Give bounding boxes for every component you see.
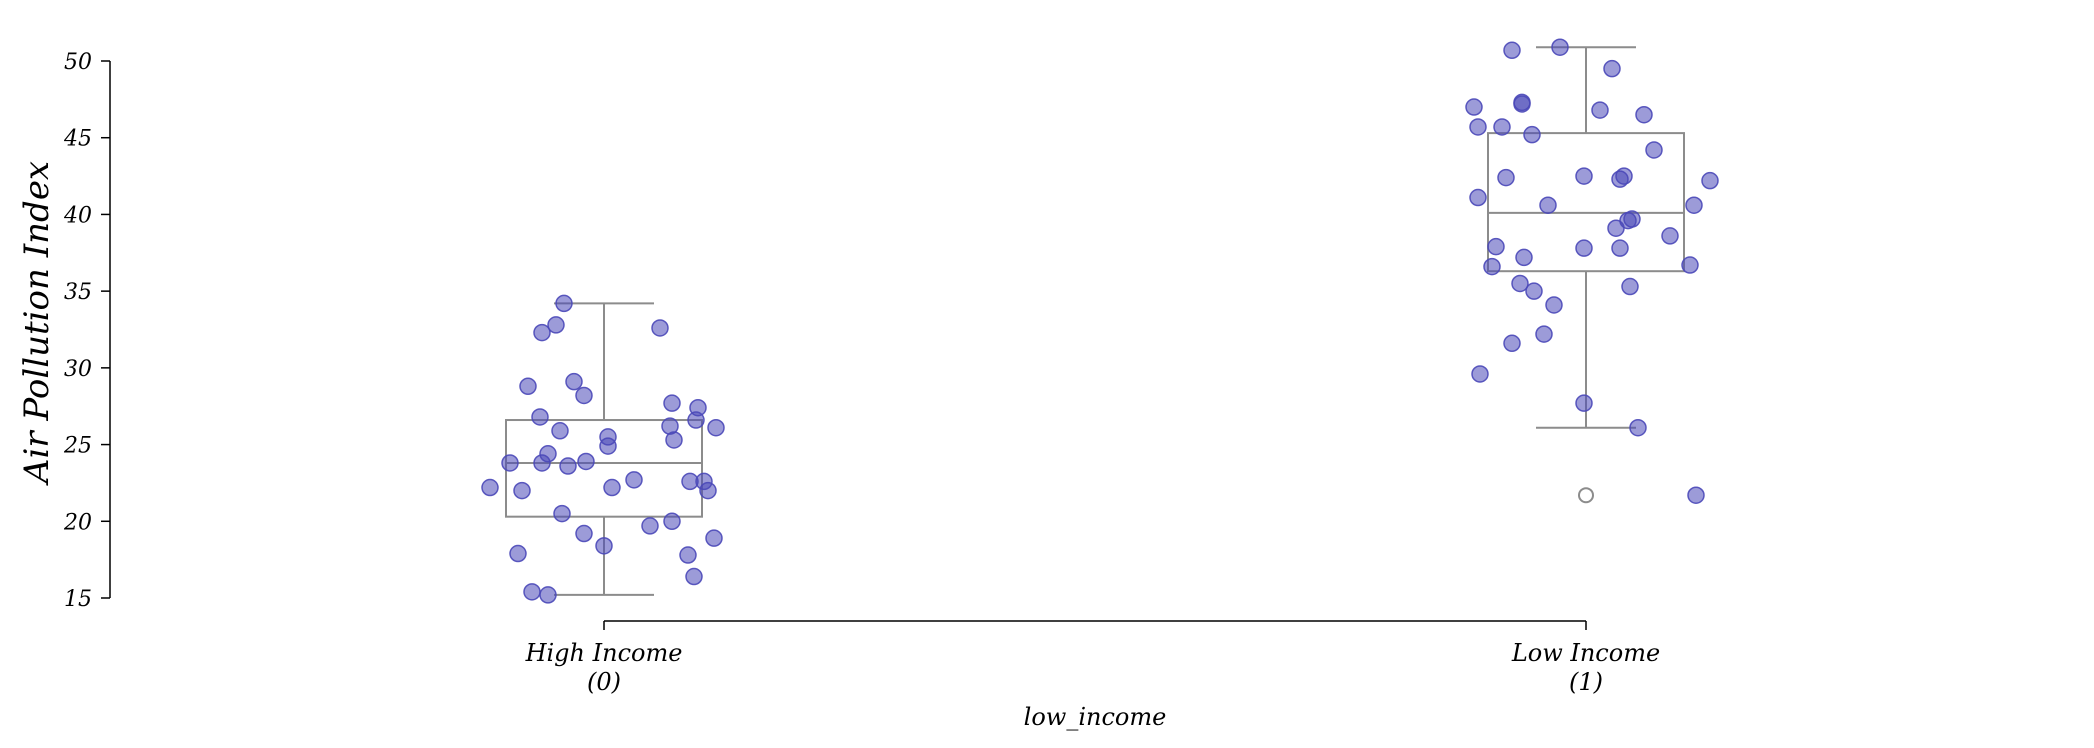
data-point xyxy=(539,586,557,604)
y-tick-label: 50 xyxy=(64,50,92,75)
data-point xyxy=(1661,227,1679,245)
data-point xyxy=(1611,239,1629,257)
data-point xyxy=(1603,59,1621,78)
data-point xyxy=(555,294,573,313)
data-point xyxy=(1493,118,1511,136)
data-point xyxy=(513,481,531,500)
box-iqr xyxy=(1487,132,1685,273)
data-point xyxy=(663,512,681,531)
data-point xyxy=(603,478,621,497)
x-tick-label-sub: (1) xyxy=(1569,668,1603,696)
data-point xyxy=(595,537,613,555)
data-point xyxy=(641,517,659,535)
data-point xyxy=(1629,418,1647,437)
data-point xyxy=(663,394,681,412)
data-point xyxy=(1551,38,1569,56)
data-point xyxy=(1487,237,1505,256)
data-point xyxy=(1503,334,1521,353)
y-tick-label: 30 xyxy=(64,357,92,382)
y-tick-label: 40 xyxy=(63,203,92,228)
data-point xyxy=(519,377,537,396)
y-axis: 15 20 25 30 35 40 45 50 xyxy=(63,50,111,612)
data-point xyxy=(501,454,519,472)
data-point xyxy=(1503,41,1521,60)
data-point xyxy=(1575,394,1593,412)
data-point xyxy=(625,471,643,489)
x-ticks: High Income(0) Low Income(1) xyxy=(525,621,1660,696)
data-point xyxy=(1539,196,1557,214)
data-point xyxy=(575,386,593,405)
data-point xyxy=(1465,98,1483,116)
data-point xyxy=(651,319,669,337)
data-point xyxy=(679,546,697,564)
data-point xyxy=(1525,282,1543,300)
data-point xyxy=(1523,125,1541,144)
x-tick-label-sub: (0) xyxy=(587,668,621,696)
data-point xyxy=(1471,365,1489,383)
box-outlier xyxy=(1578,487,1594,504)
data-point xyxy=(559,457,577,475)
data-point xyxy=(1515,248,1533,267)
data-point xyxy=(1575,167,1593,185)
data-point xyxy=(1575,239,1593,257)
y-tick-label: 15 xyxy=(64,587,92,612)
data-point xyxy=(1681,256,1699,274)
data-point xyxy=(599,437,617,455)
data-point xyxy=(1591,101,1609,119)
data-point xyxy=(1687,486,1705,504)
data-point xyxy=(539,445,557,463)
data-point xyxy=(575,524,593,543)
data-point xyxy=(565,372,583,391)
points-layer xyxy=(481,38,1719,604)
y-tick-label: 20 xyxy=(63,510,92,535)
data-point xyxy=(533,323,551,342)
data-point xyxy=(1701,171,1719,190)
data-point xyxy=(1511,274,1529,293)
data-point xyxy=(1685,196,1703,214)
data-point xyxy=(481,478,499,497)
x-axis: High Income(0) Low Income(1) xyxy=(525,620,1660,696)
data-point xyxy=(1497,168,1515,187)
x-axis-label: low_income xyxy=(1024,703,1167,731)
y-tick-label: 45 xyxy=(63,127,92,152)
data-point xyxy=(689,398,707,417)
data-point xyxy=(1545,296,1563,314)
data-point xyxy=(1535,325,1553,343)
data-point xyxy=(707,418,725,437)
data-point xyxy=(547,316,565,334)
data-point xyxy=(1469,188,1487,207)
data-point xyxy=(509,544,527,563)
data-point xyxy=(1623,210,1641,228)
data-point xyxy=(685,567,703,586)
data-point xyxy=(1621,277,1639,296)
data-point xyxy=(665,431,683,449)
data-point xyxy=(699,481,717,500)
data-point xyxy=(551,422,569,440)
data-point xyxy=(1513,95,1531,113)
data-point xyxy=(523,583,541,601)
data-point xyxy=(1635,105,1653,124)
x-tick-label: Low Income xyxy=(1511,639,1660,667)
y-ticks: 15 20 25 30 35 40 45 50 xyxy=(63,50,110,612)
data-point xyxy=(553,504,571,523)
data-point xyxy=(1615,167,1633,185)
data-point xyxy=(1469,118,1487,136)
data-point xyxy=(1483,257,1501,276)
data-point xyxy=(531,408,549,426)
data-point xyxy=(705,529,723,547)
box-plot xyxy=(1487,46,1685,504)
x-tick-label: High Income xyxy=(525,639,683,667)
data-point xyxy=(1645,141,1663,159)
y-tick-label: 35 xyxy=(64,280,92,305)
y-tick-label: 25 xyxy=(63,434,92,459)
data-point xyxy=(577,452,595,471)
y-axis-label: Air Pollution Index xyxy=(17,161,57,486)
